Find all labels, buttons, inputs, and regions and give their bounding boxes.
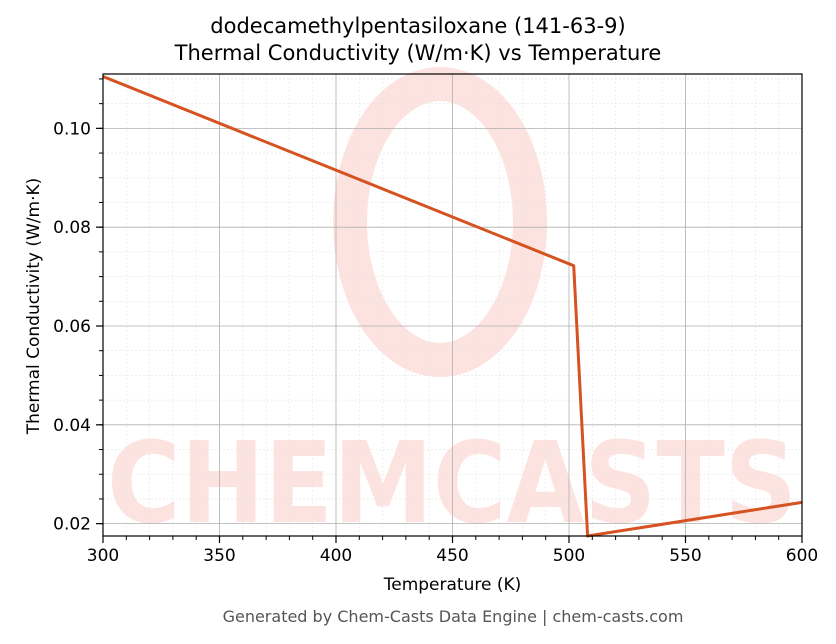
x-tick-label: 300 <box>87 546 119 566</box>
x-tick-label: 350 <box>203 546 235 566</box>
y-axis-label: Thermal Conductivity (W/m·K) <box>24 177 44 435</box>
watermark-text: CHEMCASTS <box>107 419 797 549</box>
x-axis-label: Temperature (K) <box>383 575 522 595</box>
x-tick-label: 500 <box>553 546 585 566</box>
chart-subtitle: Thermal Conductivity (W/m·K) vs Temperat… <box>174 41 662 65</box>
watermark: CHEMCASTS <box>107 67 797 549</box>
series-line <box>102 75 803 538</box>
x-tick-label: 450 <box>436 546 468 566</box>
y-tick-label: 0.04 <box>53 416 91 436</box>
footer-credit: Generated by Chem-Casts Data Engine | ch… <box>222 607 684 626</box>
x-tick-label: 600 <box>786 546 818 566</box>
axis-ticks: 300 350 400 450 500 550 600 0.02 0.04 0.06 0.08 0.1… <box>53 78 818 566</box>
chart-title: dodecamethylpentasiloxane (141-63-9) <box>210 14 626 38</box>
x-tick-label: 550 <box>669 546 701 566</box>
y-tick-label: 0.06 <box>53 317 91 337</box>
y-tick-label: 0.10 <box>53 119 91 139</box>
watermark-logo-ring <box>333 67 547 377</box>
series-layer <box>102 75 803 538</box>
x-tick-label: 400 <box>320 546 352 566</box>
y-tick-label: 0.02 <box>53 515 91 535</box>
y-tick-label: 0.08 <box>53 218 91 238</box>
